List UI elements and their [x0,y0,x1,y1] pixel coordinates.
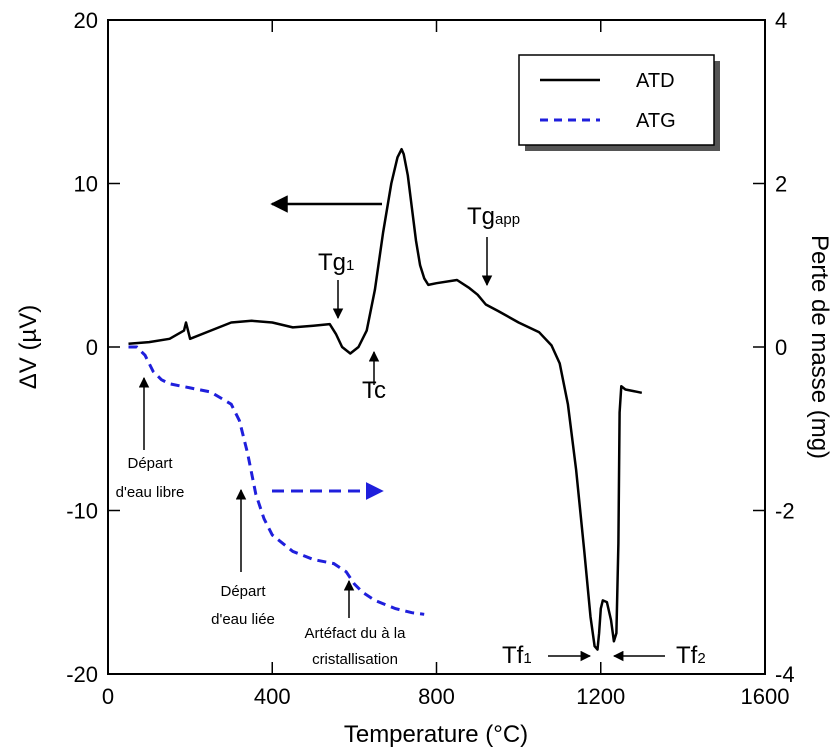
tg1-label: Tg [318,249,346,276]
left-y-tick-label: 0 [86,335,98,360]
tc-label: Tc [362,377,386,404]
series-atg-line [128,345,425,616]
right-y-tick-label: 0 [775,335,787,360]
series-atd-line [128,147,643,651]
annotation-tg1: Tg1 [318,249,354,320]
artefact-line1: Artéfact du à la [305,625,407,642]
tf1-sub: 1 [523,650,531,667]
right-y-tick-label: -2 [775,499,795,524]
depart-libre-line1: Départ [127,455,173,472]
depart-libre-line2: d'eau libre [116,484,185,501]
svg-text:Tgapp: Tgapp [467,203,520,230]
depart-liee-line2: d'eau liée [211,611,275,628]
legend: ATD ATG [518,54,720,151]
right-y-tick-label: 2 [775,172,787,197]
annotation-depart-eau-liee: Départ d'eau liée [211,488,275,628]
left-y-tick-label: 20 [74,8,98,33]
annotation-tc: Tc [362,350,386,404]
annotation-depart-eau-libre: Départ d'eau libre [116,376,185,501]
x-tick-label: 400 [254,684,291,709]
tf2-sub: 2 [697,650,705,667]
right-y-axis-ticks: -4 -2 0 2 4 [753,8,795,687]
tf1-label: Tf [502,642,524,669]
annotation-tf2: Tf2 [612,642,706,669]
x-tick-label: 1600 [741,684,790,709]
left-y-axis-title: ΔV (µV) [15,305,42,390]
legend-atg-label: ATG [636,110,676,132]
svg-text:Tf2: Tf2 [676,642,706,669]
left-y-axis-ticks: -20 -10 0 10 20 [66,8,120,687]
x-tick-label: 800 [418,684,455,709]
tgapp-label: Tg [467,203,495,230]
tgapp-sub: app [495,211,520,228]
legend-box [518,54,715,146]
svg-text:Tg1: Tg1 [318,249,354,276]
right-y-axis-title: Perte de masse (mg) [806,235,833,459]
legend-atd-label: ATD [636,70,675,92]
x-tick-label: 0 [102,684,114,709]
tf2-label: Tf [676,642,698,669]
right-y-tick-label: 4 [775,8,787,33]
right-y-tick-label: -4 [775,662,795,687]
artefact-line2: cristallisation [312,651,398,668]
x-tick-label: 1200 [576,684,625,709]
left-y-tick-label: -20 [66,662,98,687]
x-axis-title: Temperature (°C) [344,721,528,748]
svg-text:Tf1: Tf1 [502,642,532,669]
left-y-tick-label: 10 [74,172,98,197]
annotation-artefact: Artéfact du à la cristallisation [305,579,407,668]
depart-liee-line1: Départ [220,583,266,600]
annotation-tf1: Tf1 [502,642,592,669]
tg1-sub: 1 [346,257,354,274]
x-axis-ticks: 0 400 800 1200 1600 [102,20,790,709]
annotation-tgapp: Tgapp [467,203,520,287]
left-y-tick-label: -10 [66,499,98,524]
